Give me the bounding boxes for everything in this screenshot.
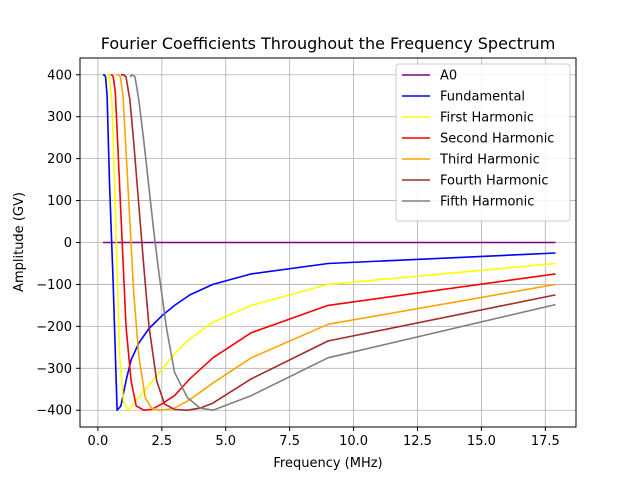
y-tick-label: 0 <box>64 236 72 251</box>
legend-label: First Harmonic <box>440 111 534 126</box>
x-tick-label: 0.0 <box>88 434 109 449</box>
x-tick-label: 7.5 <box>279 434 300 449</box>
axis-ticks: 0.0 2.5 5.0 7.5 10.0 12.5 15.0 17.5 −400 −300 −200… <box>36 68 560 449</box>
legend: A0 Fundamental First Harmonic Second Harmon… <box>395 63 571 222</box>
series-line-third-harmonic <box>116 74 556 412</box>
x-tick-label: 5.0 <box>215 434 236 449</box>
y-tick-label: 100 <box>47 194 72 209</box>
y-tick-label: 200 <box>47 152 72 167</box>
x-tick-label: 12.5 <box>403 434 432 449</box>
chart-title: Fourier Coefficients Throughout the Freq… <box>101 34 556 53</box>
legend-box <box>395 63 571 222</box>
y-tick-label: −100 <box>36 278 72 293</box>
y-tick-label: −400 <box>36 404 72 419</box>
x-tick-label: 10.0 <box>339 434 368 449</box>
y-tick-label: 300 <box>47 110 72 125</box>
legend-label: Fifth Harmonic <box>440 195 534 210</box>
y-tick-label: 400 <box>47 68 72 83</box>
x-tick-label: 2.5 <box>151 434 172 449</box>
y-tick-label: −200 <box>36 320 72 335</box>
series-line-second-harmonic <box>110 74 556 412</box>
series-line-fifth-harmonic <box>129 74 556 412</box>
legend-label: Fundamental <box>440 90 525 105</box>
x-tick-label: 15.0 <box>467 434 496 449</box>
legend-label: Fourth Harmonic <box>440 174 549 189</box>
y-axis-title: Amplitude (GV) <box>12 192 27 292</box>
legend-label: A0 <box>440 69 457 84</box>
series-line-fourth-harmonic <box>120 74 556 412</box>
x-tick-label: 17.5 <box>531 434 560 449</box>
legend-label: Second Harmonic <box>440 132 554 147</box>
legend-label: Third Harmonic <box>439 153 540 168</box>
series-line-fundamental <box>103 74 556 412</box>
series-lines <box>103 74 556 412</box>
x-axis-title: Frequency (MHz) <box>273 456 382 471</box>
y-tick-label: −300 <box>36 362 72 377</box>
